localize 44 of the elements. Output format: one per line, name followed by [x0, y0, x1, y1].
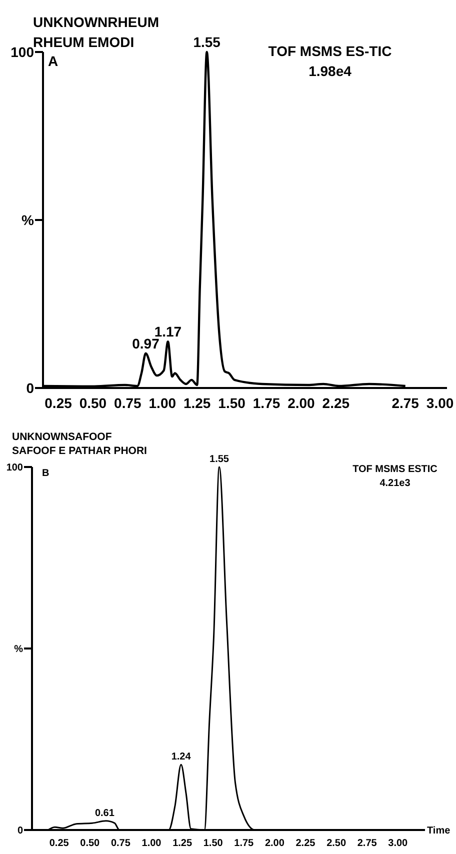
annotation: 4.21e3 [380, 478, 411, 489]
x-tick-label: 2.75 [392, 395, 420, 411]
x-tick-label: 1.50 [218, 395, 246, 411]
annotation: A [48, 53, 58, 69]
x-tick-label: 0.25 [44, 395, 72, 411]
x-tick-label: 1.75 [234, 838, 254, 849]
x-tick-label: 1.00 [148, 395, 176, 411]
x-tick-label: 1.00 [142, 838, 162, 849]
y-tick-label: % [22, 212, 35, 228]
y-tick-label: 100 [6, 462, 24, 474]
x-tick-label: 0.25 [49, 838, 70, 849]
annotation: B [42, 468, 50, 479]
x-tick-label: 2.25 [296, 838, 316, 849]
x-tick-label: 1.75 [252, 395, 280, 411]
x-tick-label: 1.50 [203, 838, 224, 849]
x-tick-label: 0.75 [114, 395, 142, 411]
annotation: TOF MSMS ES-TIC [268, 43, 392, 59]
x-tick-label: 0.75 [110, 838, 131, 849]
chart-title: UNKNOWNSAFOOF [12, 431, 112, 443]
x-axis-title: Time [427, 826, 451, 836]
y-tick-label: % [14, 644, 24, 655]
chart-subtitle: RHEUM EMODI [33, 34, 134, 50]
x-tick-label: 0.50 [80, 838, 100, 849]
x-tick-label: 1.25 [172, 838, 192, 849]
x-tick-label: 0.50 [79, 395, 107, 411]
chart-subtitle: SAFOOF E PATHAR PHORI [12, 445, 148, 457]
y-tick-label: 100 [10, 44, 34, 60]
y-tick-label: 0 [17, 826, 24, 836]
annotation: 1.98e4 [308, 63, 352, 79]
x-tick-label: 1.25 [183, 395, 211, 411]
x-tick-label: 2.50 [326, 838, 346, 849]
annotation: TOF MSMS ESTIC [352, 464, 438, 475]
x-tick-label: 2.25 [322, 395, 350, 411]
x-tick-label: 2.00 [264, 838, 285, 849]
annotation: 0.61 [94, 808, 115, 819]
x-tick-label: 3.00 [426, 395, 454, 411]
annotation: 1.24 [171, 752, 192, 763]
annotation: 1.55 [193, 34, 221, 50]
chart-title: UNKNOWNRHEUM [33, 14, 159, 30]
x-tick-label: 2.75 [357, 838, 378, 849]
y-tick-label: 0 [26, 380, 34, 396]
x-tick-label: 2.00 [288, 395, 316, 411]
annotation: 1.55 [210, 454, 230, 465]
x-tick-label: 3.00 [388, 838, 408, 849]
